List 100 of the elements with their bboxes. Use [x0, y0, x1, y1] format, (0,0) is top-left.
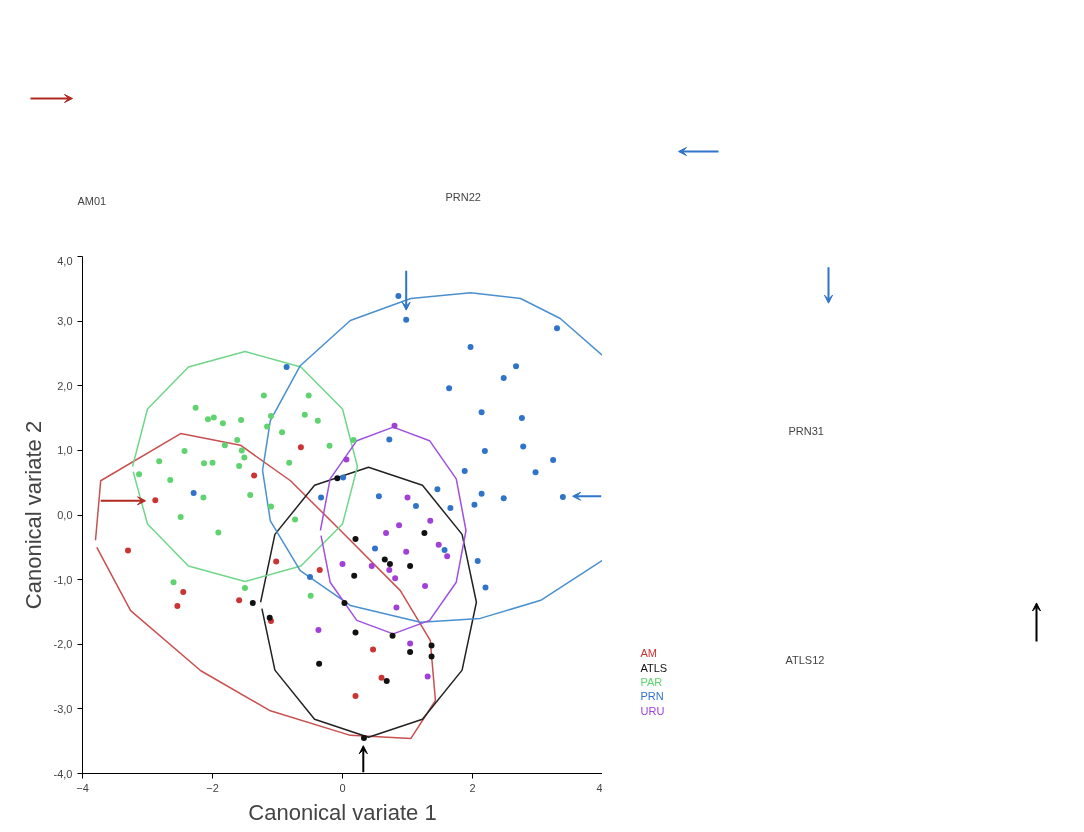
point — [375, 493, 382, 500]
point — [446, 385, 453, 392]
point — [204, 416, 211, 423]
point — [236, 462, 243, 469]
point — [167, 477, 174, 484]
point — [427, 517, 434, 524]
point — [474, 557, 481, 564]
x-axis-title: Canonical variate 1 — [248, 799, 437, 825]
line-series — [131, 350, 359, 583]
point — [407, 640, 414, 647]
point — [444, 553, 451, 560]
point — [219, 420, 226, 427]
point — [343, 456, 350, 463]
point — [404, 494, 411, 501]
point — [391, 422, 398, 429]
point — [283, 364, 290, 370]
y-tick-label: 1,0 — [57, 444, 73, 457]
point — [156, 458, 163, 465]
x-tick-label: 0 — [339, 781, 346, 794]
point — [125, 547, 131, 554]
point — [181, 448, 188, 455]
point — [268, 503, 274, 510]
line-series — [261, 291, 602, 624]
y-axis-title: Canonical variate 2 — [20, 420, 46, 610]
point — [234, 437, 241, 444]
point — [500, 495, 507, 502]
point — [318, 494, 325, 501]
text: AM01 — [77, 194, 107, 207]
point — [386, 566, 393, 573]
point — [482, 584, 489, 591]
text: PRN — [640, 690, 664, 703]
point — [307, 592, 314, 599]
point — [238, 417, 245, 423]
point — [260, 392, 267, 399]
point — [215, 529, 222, 536]
point — [286, 459, 293, 466]
x-tick-label: 4 — [596, 781, 603, 794]
point — [407, 649, 414, 655]
point — [481, 448, 488, 455]
point — [392, 575, 399, 582]
point — [383, 678, 390, 685]
point — [550, 457, 557, 464]
point — [396, 522, 403, 529]
point — [334, 475, 341, 482]
point — [279, 429, 286, 436]
x-tick-label: −4 — [76, 781, 89, 794]
point — [247, 491, 254, 498]
text: URU — [640, 704, 665, 717]
point — [559, 493, 566, 500]
point — [339, 561, 346, 568]
point — [368, 563, 375, 570]
point — [249, 599, 256, 606]
point — [273, 558, 280, 565]
point — [314, 417, 321, 424]
point — [478, 409, 485, 416]
point — [301, 411, 308, 418]
point — [305, 392, 312, 399]
point — [238, 447, 245, 454]
point — [407, 563, 414, 570]
point — [478, 490, 485, 497]
point — [471, 501, 478, 508]
point — [201, 460, 208, 467]
y-tick-label: 2,0 — [57, 379, 73, 392]
point — [383, 530, 390, 537]
text: ATLS — [640, 661, 668, 674]
y-tick-label: 4,0 — [57, 254, 73, 267]
point — [341, 599, 348, 606]
point — [421, 530, 428, 537]
point — [393, 604, 400, 611]
point — [554, 325, 560, 332]
x-tick-label: −2 — [206, 781, 219, 794]
point — [297, 444, 304, 451]
point — [428, 642, 435, 649]
point — [200, 494, 207, 501]
y-tick-label: -4,0 — [53, 767, 73, 780]
point — [340, 474, 347, 481]
point — [424, 673, 431, 680]
point — [251, 472, 258, 479]
point — [518, 415, 525, 422]
point — [316, 566, 323, 573]
point — [352, 629, 359, 636]
point — [422, 583, 429, 590]
point — [434, 486, 441, 493]
point — [241, 454, 248, 461]
y-tick-label: -2,0 — [53, 638, 73, 651]
point — [435, 541, 442, 548]
y-tick-label: 3,0 — [57, 315, 73, 328]
point — [292, 516, 299, 523]
text: PAR — [640, 675, 663, 688]
point — [192, 404, 199, 411]
point — [180, 588, 187, 595]
point — [520, 443, 527, 450]
point — [221, 442, 228, 449]
point — [403, 316, 410, 323]
point — [352, 535, 359, 542]
text: PRN31 — [788, 424, 824, 437]
point — [209, 459, 216, 466]
text: AM — [640, 647, 657, 660]
point — [381, 556, 388, 563]
point — [389, 632, 396, 639]
